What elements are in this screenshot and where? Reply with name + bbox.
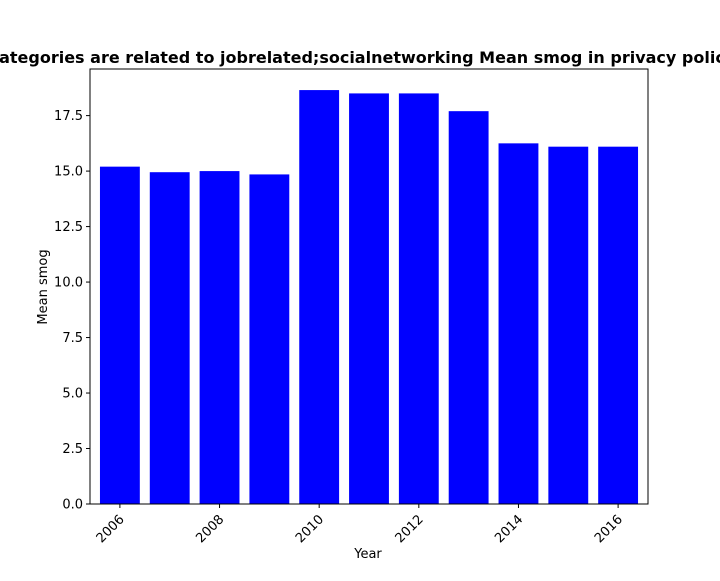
bar-2007 <box>149 172 190 504</box>
plot-area-frame <box>89 68 649 505</box>
y-axis-ticks: 0.0 2.5 5.0 7.5 10.0 12.5 15.0 17.5 <box>54 109 90 513</box>
bars-group <box>99 90 639 505</box>
y-tick-label: 7.5 <box>62 331 83 346</box>
bar-2009 <box>249 174 290 505</box>
y-tick-label: 12.5 <box>54 220 83 235</box>
x-tick-label: 2010 <box>293 512 327 546</box>
y-tick-label: 5.0 <box>62 387 83 402</box>
bar-2016 <box>598 146 639 504</box>
x-axis-label: Year <box>353 547 382 562</box>
x-tick-label: 2014 <box>492 512 526 546</box>
chart-title: Categories are related to jobrelated;soc… <box>0 48 720 67</box>
y-axis-label: Mean smog <box>36 249 51 324</box>
bar-2014 <box>498 143 539 504</box>
bar-2008 <box>199 171 240 504</box>
x-tick-label: 2008 <box>193 512 227 546</box>
y-tick-label: 17.5 <box>54 109 83 124</box>
y-tick-label: 0.0 <box>62 498 83 513</box>
bar-2011 <box>349 93 389 504</box>
x-axis-ticks: 2006 2008 2010 2012 2014 2016 <box>94 504 626 546</box>
bar-2010 <box>299 90 340 504</box>
x-tick-label: 2016 <box>592 512 626 546</box>
bar-2006 <box>99 166 140 504</box>
x-tick-label: 2006 <box>94 512 128 546</box>
y-tick-label: 10.0 <box>54 276 83 291</box>
x-tick-label: 2012 <box>393 512 427 546</box>
bar-2015 <box>548 146 589 504</box>
y-tick-label: 15.0 <box>54 165 83 180</box>
bar-2012 <box>398 93 439 504</box>
bar-2013 <box>448 111 489 505</box>
y-tick-label: 2.5 <box>62 442 83 457</box>
